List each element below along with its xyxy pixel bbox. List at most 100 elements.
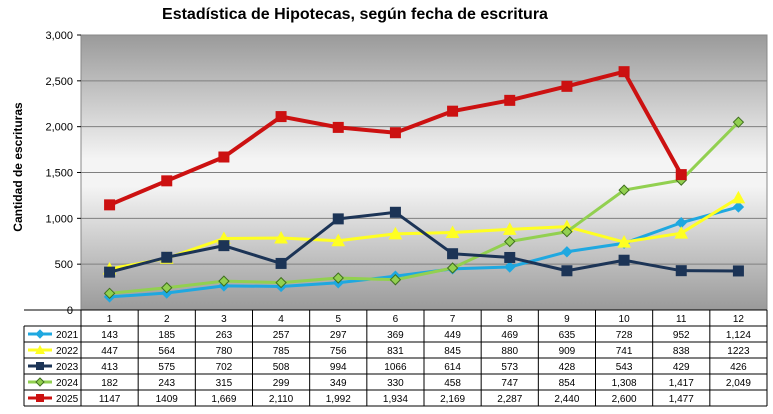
table-cell-value: 2,600 <box>612 394 637 405</box>
data-point <box>674 226 689 239</box>
data-point <box>504 251 516 263</box>
data-point <box>274 230 288 244</box>
table-cell-value: 1,308 <box>612 378 637 389</box>
data-point <box>275 111 287 123</box>
data-point <box>389 127 401 139</box>
data-point <box>331 233 346 247</box>
table-cell-value: 785 <box>273 346 290 357</box>
data-point <box>275 257 287 269</box>
x-tick-label: 6 <box>393 314 399 325</box>
data-point <box>731 190 746 204</box>
table-cell-value: 315 <box>216 378 233 389</box>
data-point <box>446 262 459 274</box>
data-point <box>104 199 116 211</box>
data-point <box>502 222 517 235</box>
data-point <box>275 276 287 289</box>
data-point <box>504 94 516 106</box>
data-point <box>388 226 403 240</box>
table-cell-value: 2,169 <box>440 394 465 405</box>
series-2023 <box>104 206 744 278</box>
series-line <box>109 121 740 295</box>
table-cell-value: 575 <box>158 362 175 373</box>
table-cell-value: 573 <box>501 362 518 373</box>
table-cell-value: 143 <box>101 330 118 341</box>
y-tick-label: 2,500 <box>45 76 73 88</box>
data-point <box>104 266 116 278</box>
series-line <box>109 210 739 274</box>
table-cell-value: 1,934 <box>383 394 408 405</box>
table-cell-value: 447 <box>101 346 118 357</box>
table-cell-value: 426 <box>730 362 747 373</box>
table-cell-value: 428 <box>559 362 576 373</box>
data-point <box>103 287 116 300</box>
table-cell-value: 185 <box>158 330 175 341</box>
data-point <box>447 105 459 117</box>
table-cell-value: 2,110 <box>269 394 294 405</box>
legend-marker <box>35 345 45 354</box>
data-point <box>445 225 460 239</box>
data-point <box>617 235 631 248</box>
x-tick-label: 1 <box>107 314 113 325</box>
table-cell-value: 330 <box>387 378 404 389</box>
legend-marker <box>35 377 45 387</box>
x-tick-label: 5 <box>335 314 341 325</box>
data-point <box>504 261 516 273</box>
data-point <box>561 246 573 258</box>
table-cell-value: 257 <box>273 330 290 341</box>
x-tick-label: 3 <box>221 314 227 325</box>
y-tick-label: 2,000 <box>45 122 73 134</box>
data-point <box>561 80 573 92</box>
data-point <box>732 265 744 277</box>
data-point <box>732 201 745 213</box>
y-tick-label: 1,500 <box>45 168 73 180</box>
legend-row-2022: 2022 447 564 780 785 756 831 845 880 909 741 838 122… <box>28 345 750 357</box>
legend-marker <box>36 394 44 402</box>
x-tick-label: 2 <box>164 314 170 325</box>
x-tick-label: 10 <box>619 314 631 325</box>
data-point <box>389 274 402 286</box>
table-cell-value: 1223 <box>727 346 750 357</box>
table-cell-value: 508 <box>273 362 290 373</box>
data-point <box>218 240 230 252</box>
table-cell-value: 854 <box>559 378 576 389</box>
table-cell-value: 780 <box>216 346 233 357</box>
y-tick-label: 500 <box>55 259 73 271</box>
y-tick-label: 1,000 <box>45 213 73 225</box>
table-cell-value: 458 <box>444 378 461 389</box>
table-cell-value: 2,287 <box>497 394 522 405</box>
x-tick-label: 9 <box>564 314 570 325</box>
table-cell-value: 756 <box>330 346 347 357</box>
data-point <box>732 116 745 128</box>
table-cell-value: 1409 <box>156 394 179 405</box>
x-tick-label: 8 <box>507 314 513 325</box>
data-point <box>504 235 516 248</box>
data-point <box>618 254 630 266</box>
table-cell-value: 243 <box>158 378 175 389</box>
table-cell-value: 2,049 <box>726 378 751 389</box>
table-cell-value: 543 <box>616 362 633 373</box>
data-point <box>161 175 173 187</box>
data-point <box>332 272 344 284</box>
data-point <box>561 226 573 238</box>
data-point <box>218 151 230 163</box>
data-point <box>218 275 230 287</box>
table-cell-value: 1,669 <box>211 394 236 405</box>
table-cell-value: 1066 <box>384 362 407 373</box>
legend-label: 2024 <box>56 378 79 389</box>
table-cell-value: 838 <box>673 346 690 357</box>
data-point <box>561 265 573 277</box>
y-tick-label: 3,000 <box>45 30 73 42</box>
table-cell-value: 564 <box>158 346 175 357</box>
data-point <box>161 282 173 294</box>
data-point <box>675 169 687 181</box>
table-cell-value: 614 <box>444 362 461 373</box>
table-cell-value: 182 <box>101 378 118 389</box>
table-cell-value: 909 <box>559 346 576 357</box>
table-cell-value: 747 <box>501 378 518 389</box>
table-cell-value: 1,124 <box>726 330 751 341</box>
data-point <box>332 121 344 133</box>
chart-title: Estadística de Hipotecas, según fecha de… <box>162 6 548 23</box>
series-2025 <box>104 66 687 211</box>
data-point <box>161 251 173 263</box>
legend-row-2023: 2023 413 575 702 508 994 1066 614 573 428 543 429 42… <box>28 362 747 373</box>
